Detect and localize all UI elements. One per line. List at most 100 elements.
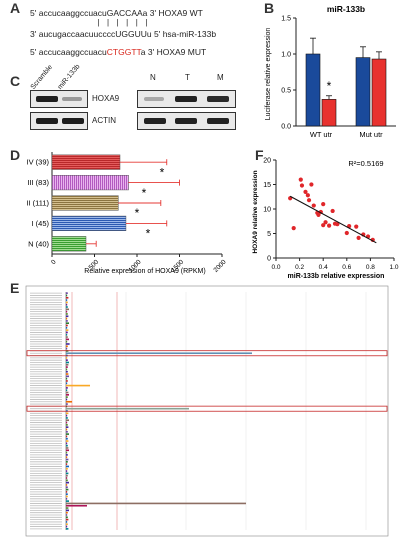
- chart-d-y-tick-label: III (83): [27, 178, 49, 187]
- chart-e-bar: [66, 389, 68, 392]
- band: [175, 96, 197, 102]
- panel-label-d: D: [10, 147, 21, 163]
- chart-f-point: [321, 223, 326, 228]
- chart-e-bar: [66, 470, 68, 472]
- chart-e-bar: [66, 523, 68, 526]
- chart-e-highlight-box: [26, 405, 388, 412]
- chart-b-significance-star: *: [327, 79, 332, 93]
- chart-e-bar: [66, 500, 69, 502]
- chart-f-point: [305, 193, 310, 198]
- chart-f-y-tick-label: 5: [267, 231, 271, 238]
- chart-f-point: [309, 182, 314, 187]
- chart-e-bar: [66, 373, 69, 375]
- band: [36, 96, 58, 102]
- chart-e-bar: [66, 322, 69, 325]
- blot-actin-left: [30, 112, 88, 130]
- chart-d-bar: [51, 175, 129, 191]
- chart-e-bar: [66, 331, 68, 334]
- chart-e-bar: [66, 426, 69, 428]
- chart-b-x-tick-label: WT utr: [310, 130, 333, 139]
- chart-d-bar: [51, 215, 127, 231]
- seq-hoxa9-wt: 5' accucaaggccuacuGACCAAa 3' HOXA9 WT: [30, 8, 203, 18]
- chart-f-y-tick-label: 15: [263, 182, 271, 189]
- chart-d-xlabel: Relative expression of HOXA9 (RPKM): [84, 268, 205, 275]
- chart-d-x-tick-label: 0: [50, 258, 58, 266]
- chart-f-point: [344, 230, 349, 236]
- band: [62, 118, 84, 124]
- chart-f-point: [303, 189, 308, 194]
- chart-e-bar: [66, 449, 69, 452]
- chart-f-x-tick-label: 0.6: [342, 264, 351, 271]
- chart-f-point: [291, 226, 296, 231]
- chart-e-bar: [66, 327, 68, 329]
- chart-e-bar: [66, 317, 68, 320]
- chart-f-point: [298, 177, 303, 182]
- chart-b-ylabel: Luciferase relative expression: [265, 28, 272, 121]
- chart-e-bar: [66, 370, 68, 373]
- chart-e-bar: [66, 306, 68, 308]
- chart-e-bar: [66, 338, 69, 341]
- chart-e-bar: [66, 292, 68, 294]
- blot-hoxa9-right: [137, 90, 236, 108]
- chart-d-y-tick-label: N (40): [28, 239, 49, 248]
- chart-e-bar: [66, 502, 246, 505]
- chart-e-bar: [66, 454, 68, 456]
- chart-d-significance-star: *: [135, 206, 140, 220]
- chart-f-r2: R²=0.5169: [348, 159, 383, 168]
- chart-e-bar: [66, 313, 68, 315]
- chart-e-bar: [66, 368, 68, 371]
- chart-d-significance-star: *: [142, 186, 147, 200]
- chart-e-bar: [66, 504, 87, 507]
- chart-e-bar: [66, 403, 68, 405]
- tissue-expression-profile: [25, 285, 389, 537]
- chart-b-y-tick-label: 0.0: [281, 124, 291, 131]
- chart-e-bar: [66, 479, 68, 482]
- seq-mut-site: CTGGTT: [106, 47, 141, 57]
- seq-mut-prefix: 5' accucaaggccuacu: [30, 47, 107, 57]
- chart-f-x-tick-label: 0.2: [295, 264, 304, 271]
- chart-e-bar: [66, 472, 69, 475]
- chart-e-bar: [66, 447, 69, 449]
- blot-hoxa9-left: [30, 90, 88, 108]
- chart-e-bar: [66, 394, 69, 396]
- chart-e-bar: [66, 419, 69, 422]
- chart-e-bar: [66, 430, 68, 433]
- band: [207, 96, 229, 102]
- chart-d-bar: [51, 195, 119, 211]
- chart-b-bar: [355, 57, 371, 127]
- seq-hoxa9-mut: 5' accucaaggccuacuCTGGTTa 3' HOXA9 MUT: [30, 47, 206, 57]
- chart-e-bar: [66, 301, 68, 304]
- chart-e-bar: [66, 382, 68, 385]
- chart-e-bar: [66, 396, 68, 398]
- seq-mir-133b: 3' aucugaccaacuuccccUGGUUu 5' hsa-miR-13…: [30, 29, 217, 39]
- chart-d-significance-star: *: [146, 227, 151, 241]
- band: [175, 118, 197, 124]
- band: [207, 118, 229, 124]
- chart-e-bar: [66, 518, 69, 521]
- chart-e-bar: [66, 324, 68, 327]
- row-label-hoxa9: HOXA9: [92, 94, 120, 103]
- panel-label-e: E: [10, 280, 20, 296]
- chart-e-bar: [66, 451, 68, 454]
- chart-e-bar: [66, 310, 68, 313]
- chart-f-point: [311, 203, 316, 208]
- chart-e-bar: [66, 357, 68, 359]
- base-pair-lines: | | | | | |: [96, 19, 149, 28]
- chart-e-bar: [66, 363, 69, 366]
- chart-f-point: [327, 223, 332, 228]
- panel-label-b: B: [264, 0, 275, 16]
- lane-label-m: M: [217, 73, 224, 82]
- chart-b-y-tick-label: 0.5: [281, 88, 291, 95]
- chart-e-bar: [66, 525, 68, 528]
- panel-label-f: F: [255, 147, 264, 163]
- chart-e-bar: [66, 511, 68, 514]
- chart-b-bar: [321, 99, 337, 127]
- luciferase-bar-chart: miR-133b Luciferase relative expression …: [265, 4, 396, 139]
- chart-e-bar: [66, 366, 68, 368]
- chart-e-bar: [66, 528, 69, 530]
- chart-e-bar: [66, 461, 68, 463]
- chart-e-bar: [66, 514, 68, 516]
- chart-f-point: [306, 198, 312, 203]
- band: [144, 118, 166, 124]
- chart-e-bar: [66, 458, 69, 461]
